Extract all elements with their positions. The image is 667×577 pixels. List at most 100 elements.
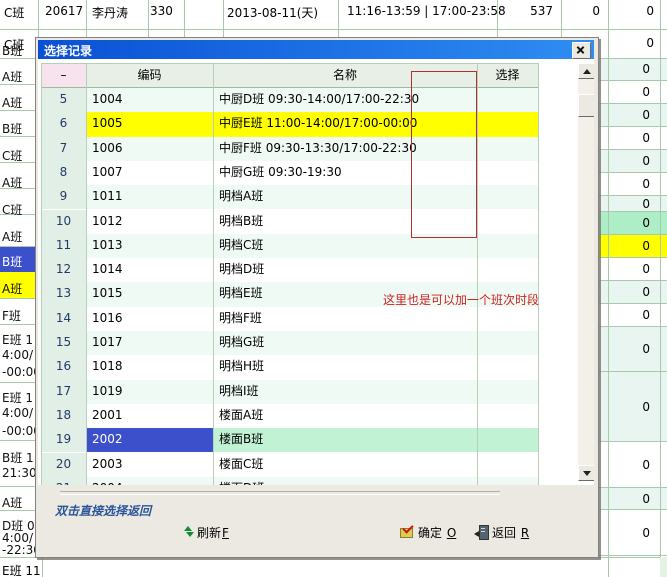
select-cell[interactable]: [477, 477, 538, 485]
column-header[interactable]: 编码: [86, 63, 213, 88]
table-row[interactable]: 10 1012 明档B班: [41, 209, 538, 234]
table-row[interactable]: 17 1019 明档I班: [41, 379, 538, 404]
cell-value: 11:16-13:59 | 17:00-23:58: [347, 4, 506, 18]
table-row[interactable]: 14 1016 明档F班: [41, 306, 538, 331]
button-label: 返回 R: [492, 526, 530, 540]
return-button[interactable]: 返回 R: [474, 525, 529, 543]
table-row[interactable]: [597, 304, 667, 327]
row-body: [86, 452, 538, 477]
select-cell[interactable]: [477, 307, 538, 331]
button-label: 刷新F: [197, 526, 229, 540]
cell-value: 0: [642, 457, 650, 472]
row-body: [86, 136, 538, 161]
select-cell[interactable]: [477, 234, 538, 258]
table-row[interactable]: [597, 58, 667, 81]
ok-button[interactable]: 确定 O: [400, 522, 456, 543]
table-row[interactable]: 11 1013 明档C班: [41, 233, 538, 259]
cell-value: 0: [642, 491, 650, 506]
cell-value: 0: [642, 342, 650, 356]
table-row[interactable]: [597, 258, 667, 281]
grid-line: [0, 298, 38, 299]
select-cell[interactable]: [477, 331, 538, 355]
vertical-scrollbar[interactable]: [578, 63, 594, 481]
select-cell[interactable]: [477, 210, 538, 234]
column-header[interactable]: 名称: [213, 63, 477, 88]
code-cell: 1018: [92, 359, 123, 374]
table-row[interactable]: 7 1006 中厨F班 09:30-13:30/17:00-22:30: [41, 136, 538, 161]
select-cell[interactable]: [477, 355, 538, 379]
cell-value: 0: [646, 36, 654, 50]
close-button[interactable]: [572, 42, 591, 59]
code-cell: 1004: [92, 92, 123, 106]
table-row[interactable]: [597, 150, 667, 173]
table-row[interactable]: 18 2001 楼面A班: [41, 403, 538, 429]
name-cell: 明档H班: [219, 359, 265, 374]
table-row[interactable]: [597, 173, 667, 196]
name-cell: 楼面B班: [219, 432, 264, 447]
cell-fragment: C班: [2, 203, 23, 217]
dialog-title-bar[interactable]: 选择记录: [38, 40, 594, 59]
table-row[interactable]: [597, 196, 667, 212]
table-row[interactable]: 16 1018 明档H班: [41, 355, 538, 380]
select-cell[interactable]: [477, 453, 538, 477]
grid-line: [660, 0, 661, 577]
table-row[interactable]: 13 1015 明档E班: [41, 282, 538, 307]
table-row[interactable]: 6 1005 中厨E班 11:00-14:00/17:00-00:00: [41, 112, 538, 137]
table-row[interactable]: 9 1011 明档A班: [41, 185, 538, 210]
table-row[interactable]: 19 2002 楼面B班: [41, 428, 538, 453]
select-cell[interactable]: [477, 112, 538, 136]
table-row[interactable]: 20 2003 楼面C班: [41, 452, 538, 477]
divider: [60, 491, 500, 495]
grid-line: [41, 63, 538, 64]
cell-fragment: 21:30: [2, 466, 37, 480]
grid-line: [0, 246, 38, 247]
grid-line: [538, 63, 539, 485]
grid-line: [42, 557, 43, 577]
scroll-down-button[interactable]: [578, 465, 594, 481]
code-cell: 1016: [92, 310, 123, 325]
cell-fragment: -00:00: [2, 365, 41, 379]
grid-line: [0, 510, 38, 511]
select-cell[interactable]: [477, 380, 538, 404]
table-row[interactable]: [597, 104, 667, 127]
table-row[interactable]: 12 1014 明档D班: [41, 258, 538, 283]
cell-value: 0: [642, 154, 650, 168]
grid-line: [0, 382, 38, 383]
bottom-strip: E班 11 班次 ↓: [0, 557, 667, 577]
return-icon: [474, 525, 489, 540]
grid-line: [0, 324, 38, 325]
grid-line: [0, 136, 38, 137]
table-row[interactable]: 8 1007 中厨G班 09:30-19:30: [41, 160, 538, 186]
table-row[interactable]: [597, 235, 667, 258]
select-cell[interactable]: [477, 428, 538, 452]
chevron-down-icon: [583, 471, 591, 476]
select-cell[interactable]: [477, 404, 538, 428]
select-cell[interactable]: [477, 137, 538, 161]
grid-line: [86, 63, 87, 485]
column-header[interactable]: 选择: [477, 63, 538, 88]
select-cell[interactable]: [477, 185, 538, 209]
table-row[interactable]: C班 20617 李丹涛 330 2013-08-11(天) 11:16-13:59 | …: [0, 0, 667, 29]
table-row[interactable]: 15 1017 明档G班: [41, 331, 538, 356]
scroll-thumb[interactable]: [578, 94, 594, 117]
highlight-row-stripe: [0, 272, 38, 298]
row-number-cell: 6: [41, 112, 86, 137]
table-row[interactable]: [597, 488, 667, 510]
table-row[interactable]: [597, 281, 667, 304]
row-number-cell: 11: [41, 233, 86, 259]
table-row[interactable]: 212004楼面D班: [41, 476, 538, 485]
cell-fragment: 4:00/: [2, 531, 33, 545]
cell-fragment: -22:30: [2, 543, 41, 557]
table-row[interactable]: [597, 81, 667, 104]
select-cell[interactable]: [477, 161, 538, 185]
table-row[interactable]: 5 1004 中厨D班 09:30-14:00/17:00-22:30: [41, 88, 538, 113]
select-cell[interactable]: [477, 258, 538, 282]
select-cell[interactable]: [477, 88, 538, 112]
cell-value: 0: [592, 4, 600, 18]
column-header[interactable]: –: [41, 63, 86, 88]
table-row[interactable]: [597, 212, 667, 235]
scroll-up-button[interactable]: [578, 63, 594, 79]
table-row[interactable]: [597, 127, 667, 150]
row-number-cell: 9: [41, 185, 86, 210]
refresh-button[interactable]: 刷新F: [184, 525, 229, 543]
